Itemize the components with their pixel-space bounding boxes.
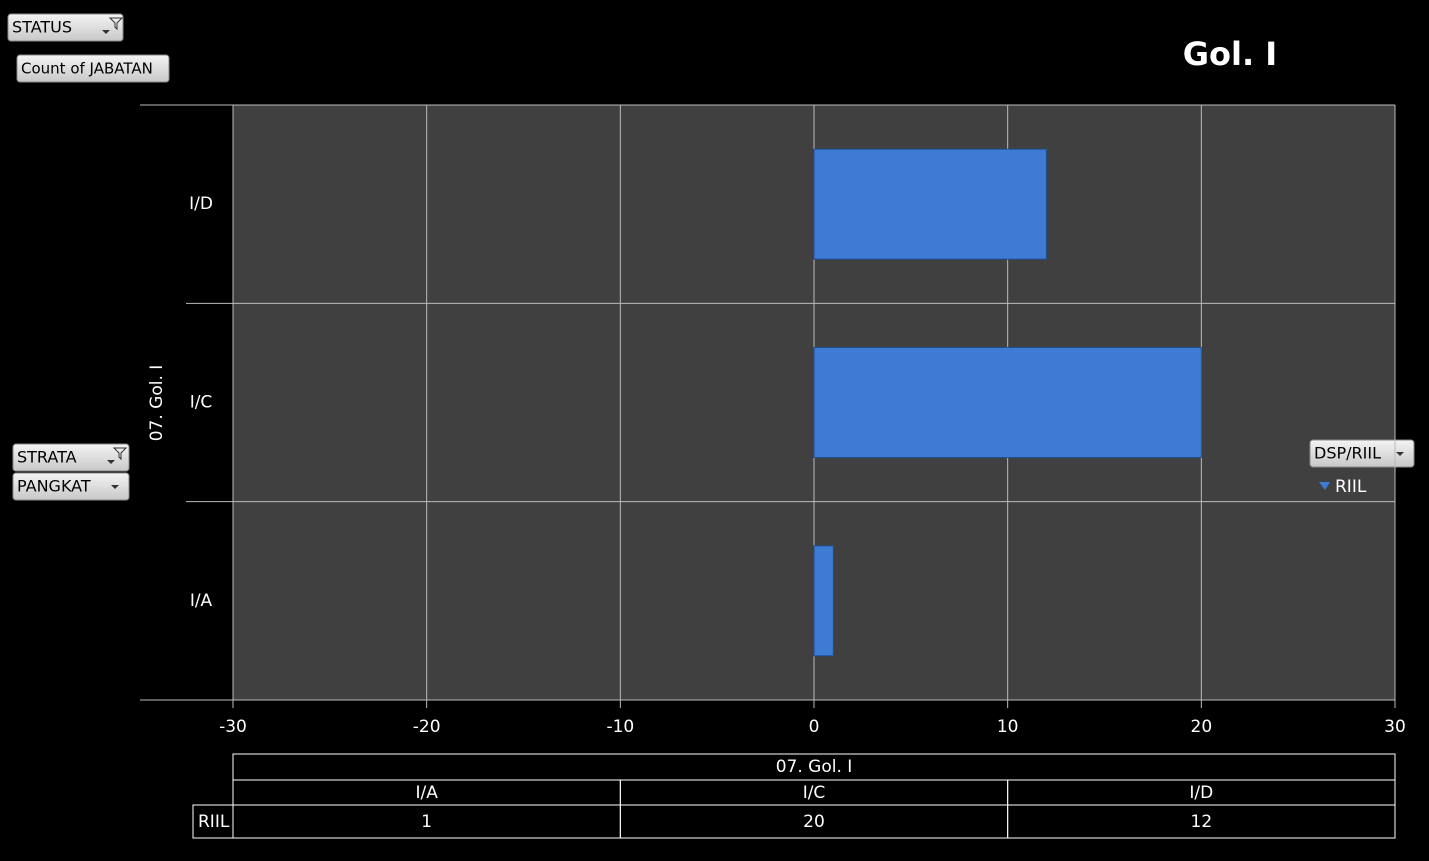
y-tick-label: I/A: [190, 591, 213, 611]
bar: [813, 347, 1202, 458]
y-tick-label: I/C: [190, 393, 213, 413]
table-cell: [1007, 804, 1396, 839]
group-label: 07. Gol. I: [147, 365, 167, 442]
button-label: Count of JABATAN: [21, 60, 153, 78]
button-label: STATUS: [12, 18, 72, 37]
y-tick-label: I/D: [189, 194, 213, 214]
legend-label: RIIL: [1335, 477, 1367, 497]
bar: [813, 148, 1047, 260]
table-category: I/A: [415, 783, 438, 803]
x-tick-label: -30: [219, 717, 247, 737]
axis-field-button[interactable]: STRATA: [12, 443, 130, 472]
x-tick-label: -10: [606, 717, 634, 737]
bar: [813, 545, 834, 657]
table-series-name: RIIL: [198, 812, 230, 832]
chart-title: Gol. I: [1183, 35, 1277, 73]
button-label: STRATA: [17, 448, 77, 467]
legend-marker: [1319, 482, 1330, 490]
x-tick-label: 0: [809, 717, 820, 737]
table-header: 07. Gol. I: [776, 757, 853, 777]
values-button[interactable]: Count of JABATAN: [16, 54, 170, 83]
x-tick-label: 20: [1191, 717, 1213, 737]
table-category: I/D: [1189, 783, 1213, 803]
button-label: PANGKAT: [17, 477, 91, 496]
axis-field-button[interactable]: PANGKAT: [12, 472, 130, 501]
table-value: 20: [803, 812, 825, 832]
x-tick-label: 30: [1384, 717, 1406, 737]
filter-button[interactable]: STATUS: [7, 13, 124, 42]
table-category: I/C: [803, 783, 826, 803]
button-label: DSP/RIIL: [1314, 444, 1381, 463]
legend-field-button[interactable]: DSP/RIIL: [1309, 439, 1415, 468]
x-tick-label: -20: [413, 717, 441, 737]
x-tick-label: 10: [997, 717, 1019, 737]
table-value: 12: [1191, 812, 1213, 832]
table-value: 1: [421, 812, 432, 832]
